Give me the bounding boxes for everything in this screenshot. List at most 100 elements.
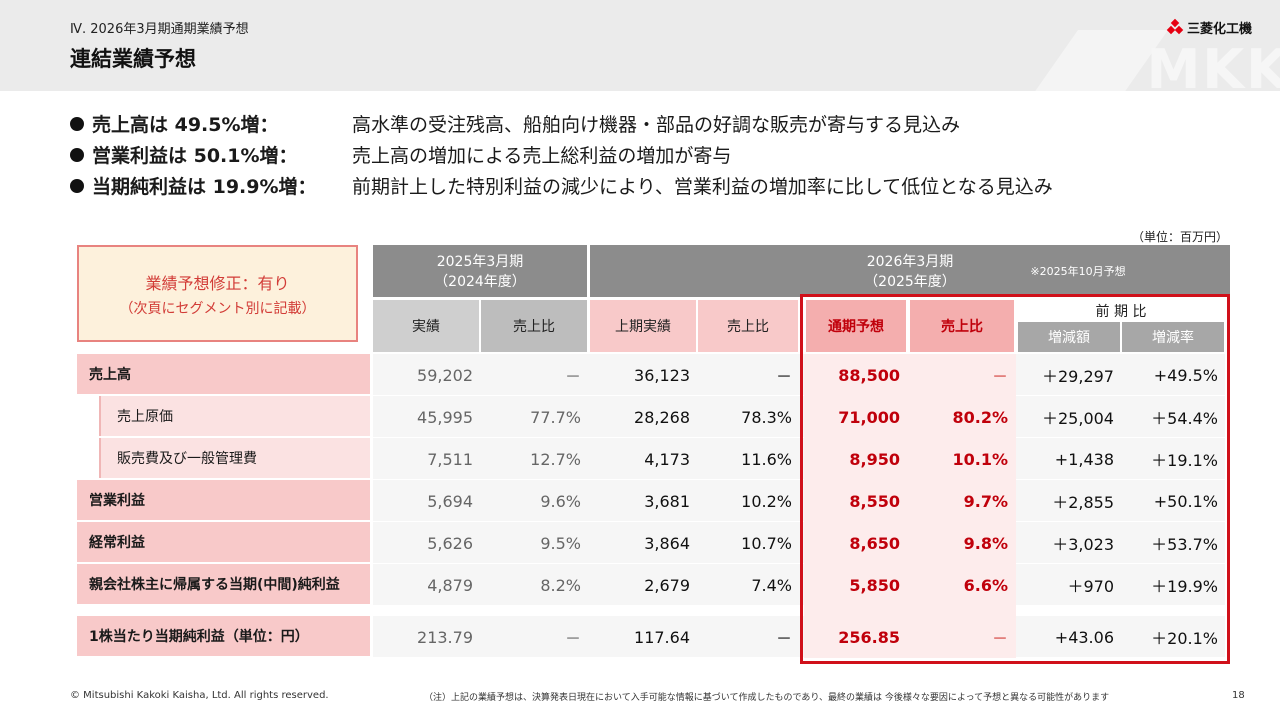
cell-ratio-prev: －	[564, 367, 581, 386]
bullet-sales: 売上高は 49.5%増： 高水準の受注残高、船舶向け機器・部品の好調な販売が寄与…	[70, 108, 1053, 139]
cell-forecast: 8,950	[849, 449, 900, 469]
cell-actual: 45,995	[417, 407, 473, 427]
cell-rate: +49.5%	[1153, 365, 1218, 385]
col-change-amount: 増減額	[1018, 322, 1120, 352]
cell-h1: 3,864	[644, 533, 690, 553]
cell-diff: ＋3,023	[1052, 535, 1114, 554]
col-ratio-forecast: 売上比	[910, 300, 1014, 352]
header-cur-period: 2026年3月期 （2025年度）	[590, 245, 1230, 297]
cell-ratio-forecast: 9.8%	[963, 533, 1008, 553]
cell-ratio-prev: 12.7%	[530, 449, 581, 469]
cell-actual: 4,879	[427, 575, 473, 595]
cur-period-sublabel: （2025年度）	[864, 274, 956, 290]
bullet-desc: 高水準の受注残高、船舶向け機器・部品の好調な販売が寄与する見込み	[352, 114, 961, 136]
cell-rate: +50.1%	[1153, 491, 1218, 511]
cell-ratio-h1: 78.3%	[741, 407, 792, 427]
bullet-net-income: 当期純利益は 19.9%増： 前期計上した特別利益の減少により、営業利益の増加率…	[70, 170, 1053, 201]
bullet-dot-icon	[70, 147, 84, 162]
col-full-year-forecast: 通期予想	[806, 300, 906, 352]
cell-diff: +43.06	[1054, 627, 1114, 647]
cell-actual: 213.79	[417, 627, 473, 647]
row-label-operating-income: 営業利益	[77, 480, 370, 520]
footer-disclaimer: （注）上記の業績予想は、決算発表日現在において入手可能な情報に基づいて作成したも…	[424, 693, 1110, 703]
row-bg	[373, 522, 1225, 564]
cell-h1: 28,268	[634, 407, 690, 427]
cell-ratio-forecast: －	[991, 367, 1008, 386]
row-bg	[373, 438, 1225, 480]
cell-ratio-forecast: 6.6%	[963, 575, 1008, 595]
cell-ratio-h1: －	[775, 367, 792, 386]
notice-title: 業績予想修正：有り	[145, 273, 290, 293]
summary-bullets: 売上高は 49.5%増： 高水準の受注残高、船舶向け機器・部品の好調な販売が寄与…	[70, 108, 1053, 201]
cell-ratio-forecast: 10.1%	[952, 449, 1008, 469]
row-bg	[373, 616, 1225, 658]
cell-forecast: 71,000	[838, 407, 900, 427]
row-bg	[373, 480, 1225, 522]
cell-rate: ＋19.1%	[1151, 451, 1218, 470]
cell-forecast: 88,500	[838, 365, 900, 385]
footer-copyright: © Mitsubishi Kakoki Kaisha, Ltd. All rig…	[70, 690, 329, 701]
cell-diff: ＋25,004	[1042, 409, 1114, 428]
row-bg	[373, 564, 1225, 606]
cell-forecast: 5,850	[849, 575, 900, 595]
forecast-highlight-box	[800, 294, 1230, 664]
company-logo: 三菱化工機	[1166, 18, 1252, 37]
cell-h1: 2,679	[644, 575, 690, 595]
cell-ratio-prev: 8.2%	[540, 575, 581, 595]
bullet-head: 営業利益は 50.1%増：	[92, 145, 298, 167]
logo-text: 三菱化工機	[1186, 22, 1252, 37]
cell-actual: 7,511	[427, 449, 473, 469]
notice-subtitle: （次頁にセグメント別に記載）	[119, 300, 316, 317]
cell-diff: ＋2,855	[1052, 493, 1114, 512]
cell-ratio-forecast: 9.7%	[963, 491, 1008, 511]
cell-ratio-h1: 7.4%	[751, 575, 792, 595]
cell-ratio-prev: 9.6%	[540, 491, 581, 511]
cell-ratio-h1: 11.6%	[741, 449, 792, 469]
prev-period-sublabel: （2024年度）	[434, 274, 526, 290]
cell-diff: ＋970	[1067, 577, 1114, 596]
col-change-rate: 増減率	[1122, 322, 1224, 352]
cell-diff: ＋29,297	[1042, 367, 1114, 386]
bullet-dot-icon	[70, 178, 84, 193]
col-yoy-group: 前 期 比	[1018, 300, 1224, 322]
cell-ratio-prev: －	[564, 629, 581, 648]
prev-period-label: 2025年3月期	[436, 254, 524, 270]
cell-ratio-h1: 10.2%	[741, 491, 792, 511]
cell-rate: ＋20.1%	[1151, 629, 1218, 648]
row-label-sga: 販売費及び一般管理費	[99, 438, 370, 478]
row-label-eps: 1株当たり当期純利益（単位：円）	[77, 616, 370, 656]
cell-h1: 117.64	[634, 627, 690, 647]
bullet-desc: 売上高の増加による売上総利益の増加が寄与	[352, 145, 732, 167]
row-label-ordinary-income: 経常利益	[77, 522, 370, 562]
cur-period-label: 2026年3月期	[866, 254, 954, 270]
page-title: 連結業績予想	[70, 47, 196, 71]
cell-ratio-prev: 77.7%	[530, 407, 581, 427]
page-number: 18	[1232, 690, 1245, 701]
forecast-column-shade	[804, 354, 1016, 658]
cell-rate: ＋53.7%	[1151, 535, 1218, 554]
cell-ratio-forecast: 80.2%	[952, 407, 1008, 427]
cell-ratio-forecast: －	[991, 629, 1008, 648]
row-label-cogs: 売上原価	[99, 396, 370, 436]
cell-ratio-h1: 10.7%	[741, 533, 792, 553]
row-bg	[373, 396, 1225, 438]
bullet-head: 当期純利益は 19.9%増：	[92, 176, 317, 198]
bullet-operating-income: 営業利益は 50.1%増： 売上高の増加による売上総利益の増加が寄与	[70, 139, 1053, 170]
cell-rate: ＋19.9%	[1151, 577, 1218, 596]
cell-forecast: 8,550	[849, 491, 900, 511]
cell-rate: ＋54.4%	[1151, 409, 1218, 428]
cell-actual: 59,202	[417, 365, 473, 385]
three-diamonds-icon	[1166, 18, 1184, 36]
watermark-text: MKK	[1146, 38, 1280, 91]
cell-forecast: 8,650	[849, 533, 900, 553]
row-bg	[373, 354, 1225, 396]
cell-ratio-h1: －	[775, 629, 792, 648]
cell-h1: 4,173	[644, 449, 690, 469]
section-label: Ⅳ. 2026年3月期通期業績予想	[70, 22, 249, 37]
forecast-revision-notice: 業績予想修正：有り （次頁にセグメント別に記載）	[77, 245, 358, 342]
cell-forecast: 256.85	[838, 627, 900, 647]
cell-actual: 5,694	[427, 491, 473, 511]
unit-label: （単位：百万円）	[1132, 230, 1229, 244]
header-prev-period: 2025年3月期 （2024年度）	[373, 245, 587, 297]
cell-h1: 3,681	[644, 491, 690, 511]
